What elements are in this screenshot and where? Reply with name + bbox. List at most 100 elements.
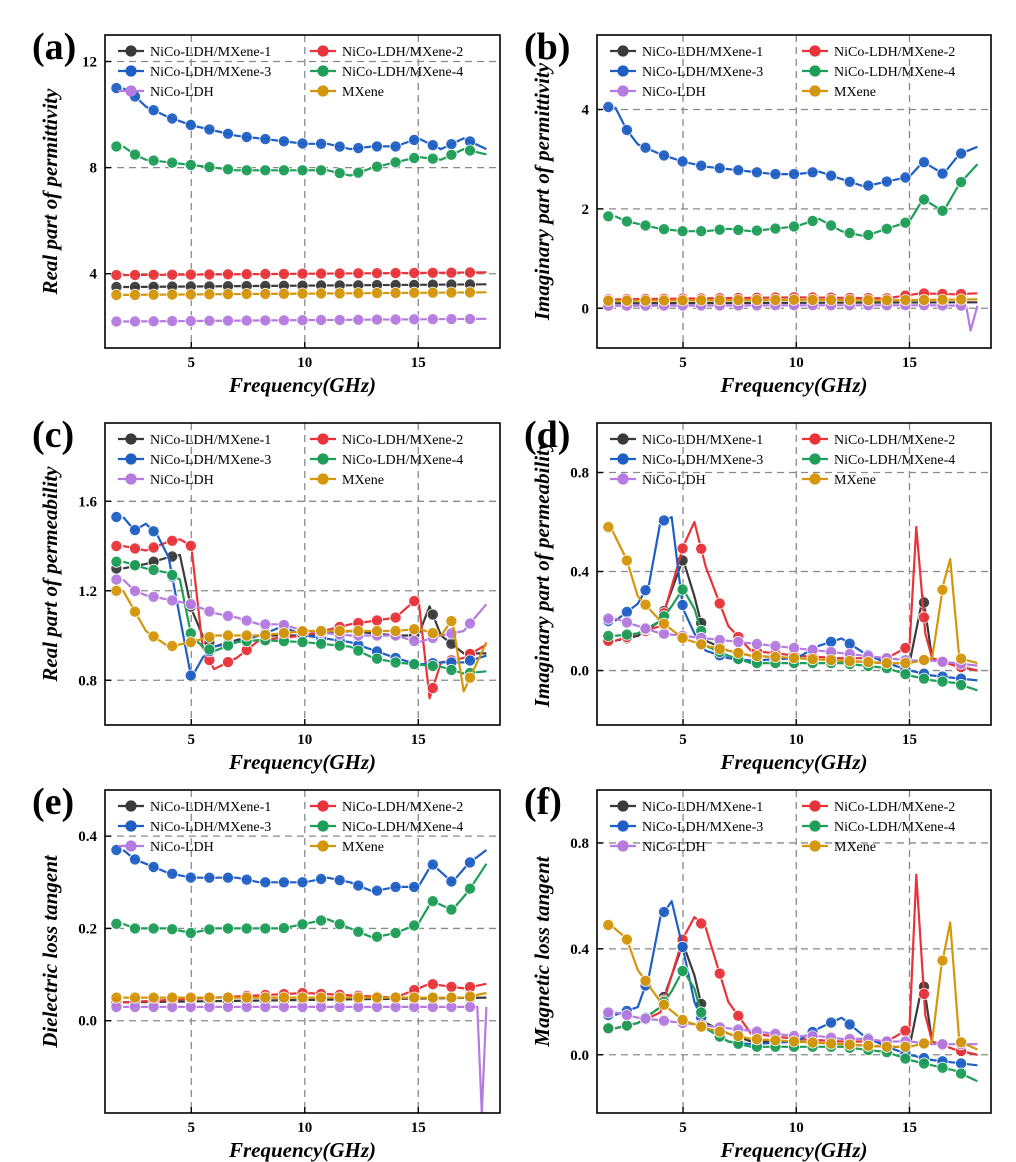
legend-marker [617, 473, 629, 485]
x-tick-label: 10 [297, 732, 312, 748]
data-point [128, 559, 141, 572]
data-point [426, 608, 439, 621]
data-point [277, 135, 290, 148]
data-point [426, 266, 439, 279]
data-point [620, 616, 633, 629]
data-point [221, 609, 234, 622]
y-tick-label: 1.6 [78, 494, 97, 510]
y-tick-label: 2 [582, 202, 590, 218]
data-point [277, 876, 290, 889]
legend-marker [809, 820, 821, 832]
data-point [128, 315, 141, 328]
data-point [147, 525, 160, 538]
data-point [445, 875, 458, 888]
data-point [370, 625, 383, 638]
data-point [463, 990, 476, 1003]
data-point [825, 293, 838, 306]
legend-entry: NiCo-LDH [150, 473, 214, 488]
data-point [408, 151, 421, 164]
data-point [408, 313, 421, 326]
data-point [918, 193, 931, 206]
data-point [899, 1024, 912, 1037]
data-point [713, 223, 726, 236]
data-point [110, 269, 123, 282]
data-point [352, 287, 365, 300]
data-point [445, 148, 458, 161]
panel-label: (f) [524, 781, 562, 823]
data-point [750, 638, 763, 651]
series-group [602, 873, 978, 1083]
data-point [658, 149, 671, 162]
data-point [240, 268, 253, 281]
data-point [602, 294, 615, 307]
legend-entry: NiCo-LDH/MXene-2 [834, 433, 955, 448]
data-point [166, 156, 179, 169]
data-point [732, 164, 745, 177]
data-point [408, 266, 421, 279]
data-point [445, 903, 458, 916]
panel-label: (a) [32, 26, 76, 68]
data-point [315, 137, 328, 150]
data-point [128, 605, 141, 618]
data-point [445, 980, 458, 993]
legend-entry: MXene [834, 473, 876, 488]
data-point [445, 266, 458, 279]
data-point [408, 880, 421, 893]
legend-entry: NiCo-LDH/MXene-1 [642, 800, 763, 815]
data-point [184, 598, 197, 611]
data-point [788, 168, 801, 181]
data-point [639, 219, 652, 232]
legend-entry: MXene [342, 85, 384, 100]
data-point [333, 639, 346, 652]
data-point [445, 991, 458, 1004]
x-axis-title: Frequency(GHz) [720, 750, 868, 774]
legend-marker [317, 840, 329, 852]
data-point [240, 873, 253, 886]
data-point [128, 268, 141, 281]
y-tick-label: 0.0 [78, 1014, 97, 1030]
data-point [240, 314, 253, 327]
data-point [389, 611, 402, 624]
data-point [147, 541, 160, 554]
legend-marker [617, 800, 629, 812]
series-group [602, 101, 979, 332]
data-point [166, 288, 179, 301]
panel-c: 5 10 15 0.8 1.2 1.6 Frequency(GHz) Real part of… [32, 414, 501, 774]
data-point [147, 268, 160, 281]
data-point [333, 991, 346, 1004]
legend-marker [617, 820, 629, 832]
data-point [936, 293, 949, 306]
x-tick-label: 15 [902, 732, 917, 748]
data-point [426, 660, 439, 673]
data-point [602, 1006, 615, 1019]
legend-entry: NiCo-LDH/MXene-2 [834, 45, 955, 60]
legend-entry: NiCo-LDH/MXene-2 [342, 45, 463, 60]
data-point [389, 625, 402, 638]
data-point [352, 644, 365, 657]
data-point [221, 656, 234, 669]
data-point [899, 657, 912, 670]
data-point [370, 884, 383, 897]
data-point [732, 1009, 745, 1022]
data-point [128, 853, 141, 866]
data-point [128, 991, 141, 1004]
data-point [825, 654, 838, 667]
plot-frame [104, 422, 501, 726]
legend: NiCo-LDH/MXene-1 NiCo-LDH/MXene-2 NiCo-LDH… [118, 433, 463, 488]
series-group [110, 82, 487, 328]
data-point [463, 617, 476, 630]
legend-marker [125, 820, 137, 832]
data-point [463, 856, 476, 869]
data-point [445, 313, 458, 326]
x-tick-label: 15 [902, 1120, 917, 1136]
data-point [918, 672, 931, 685]
x-tick-label: 5 [188, 732, 196, 748]
data-point [184, 539, 197, 552]
legend-marker [125, 473, 137, 485]
x-tick-label: 5 [679, 732, 687, 748]
data-point [899, 171, 912, 184]
legend-entry: NiCo-LDH/MXene-3 [642, 820, 763, 835]
data-point [918, 1057, 931, 1070]
data-point [277, 287, 290, 300]
data-point [732, 635, 745, 648]
